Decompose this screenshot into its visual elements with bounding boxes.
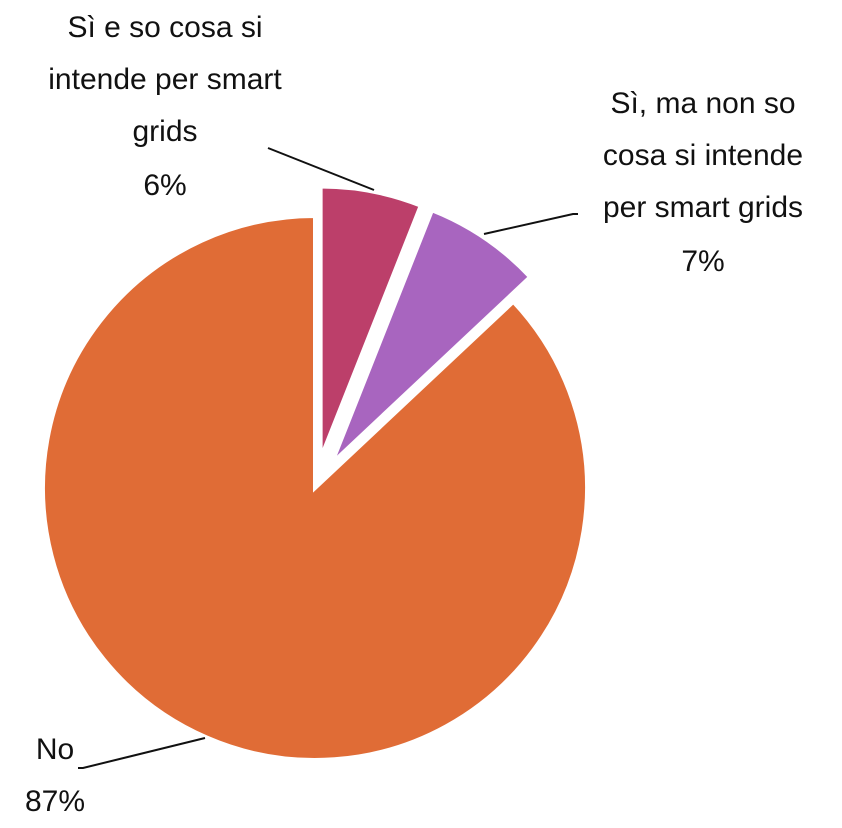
- pie-slice: [41, 213, 589, 762]
- slice-label: No: [35, 733, 75, 766]
- leader-line: [267, 147, 375, 191]
- pie-slice: [330, 207, 533, 465]
- leader-line: [78, 737, 206, 769]
- slice-label: Sì, ma non so cosa si intende per smart …: [602, 87, 804, 224]
- slice-value-label: 7%: [681, 245, 725, 278]
- pie-slice: [318, 184, 424, 460]
- leader-line: [483, 213, 578, 235]
- slice-value-label: 6%: [143, 169, 187, 202]
- slice-label: Sì e so cosa si intende per smart grids: [48, 11, 282, 148]
- slice-value-label: 87%: [24, 785, 86, 818]
